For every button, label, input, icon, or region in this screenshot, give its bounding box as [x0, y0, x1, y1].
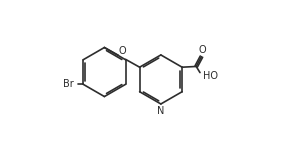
- Text: Br: Br: [63, 79, 74, 89]
- Text: HO: HO: [203, 71, 218, 81]
- Text: O: O: [198, 45, 206, 55]
- Text: N: N: [157, 106, 165, 116]
- Text: O: O: [118, 46, 126, 56]
